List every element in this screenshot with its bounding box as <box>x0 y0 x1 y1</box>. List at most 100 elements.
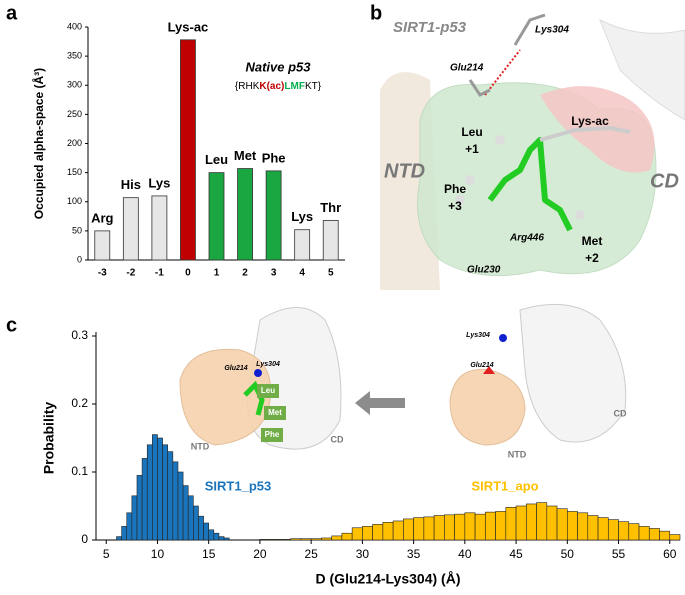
histogram-bar <box>433 515 445 541</box>
x-tick-label: 60 <box>663 547 677 561</box>
structure-c-art <box>179 303 627 450</box>
histogram-bar <box>141 458 148 541</box>
histogram-bar <box>577 512 589 541</box>
bar-label: Phe <box>262 150 286 165</box>
histogram-bar <box>213 532 220 541</box>
histogram-bar <box>515 505 527 541</box>
residue-box <box>261 428 283 442</box>
structure-b-art <box>380 13 685 290</box>
sequence-part: LMF <box>284 81 305 92</box>
bar <box>151 195 168 261</box>
bar <box>94 230 111 261</box>
y-tick-label: 0.3 <box>71 328 88 342</box>
inset-label: Lys304 <box>256 361 280 368</box>
histogram-bar <box>157 437 163 541</box>
x-tick-label: -2 <box>126 268 135 279</box>
histogram-bar <box>618 521 630 541</box>
histogram-bar <box>121 526 128 541</box>
inset-label: Leu <box>261 386 275 395</box>
inset-label: Glu214 <box>470 362 493 369</box>
x-tick-label: 1 <box>214 268 220 279</box>
x-tick-label: 50 <box>561 547 575 561</box>
histogram-bar <box>423 516 435 541</box>
structure-label: CD <box>650 170 679 192</box>
structure-label: Leu <box>461 125 482 139</box>
y-tick-label: 300 <box>67 80 82 90</box>
structure-label: SIRT1-p53 <box>393 19 467 36</box>
y-tick-label: 350 <box>67 51 82 61</box>
bar <box>322 219 339 261</box>
histogram-bar <box>546 505 558 541</box>
bar-label: Met <box>234 148 257 163</box>
x-tick-label: 5 <box>328 268 334 279</box>
histogram-bar <box>485 511 496 541</box>
x-tick-label: 2 <box>242 268 248 279</box>
histogram-bar <box>587 515 599 541</box>
panel-label: b <box>370 2 382 24</box>
y-tick-label: 0.2 <box>71 396 88 410</box>
structure-label: +2 <box>585 251 599 265</box>
x-tick-label: 55 <box>612 547 626 561</box>
histogram-bar <box>131 495 138 541</box>
x-tick-label: 5 <box>103 547 110 561</box>
structure-label: Lys-ac <box>571 114 609 128</box>
histogram-bar <box>187 495 194 541</box>
histogram-bar <box>351 527 363 541</box>
x-tick-label: -3 <box>98 268 107 279</box>
x-tick-label: 20 <box>253 547 267 561</box>
histogram-bar <box>505 507 517 541</box>
histogram-bar <box>556 508 568 541</box>
y-tick-label: 50 <box>72 225 82 235</box>
inset-label: Lys304 <box>466 332 490 339</box>
structure-label: Met <box>582 234 603 248</box>
inset-label: Phe <box>265 430 280 439</box>
histogram-bar <box>126 512 133 541</box>
y-tick-label: 200 <box>67 138 82 148</box>
y-tick-label: 0.1 <box>71 464 88 478</box>
y-tick-label: 0 <box>81 532 88 546</box>
histogram-bar <box>182 485 189 541</box>
histogram-bar <box>300 538 312 541</box>
histogram-bar <box>495 511 507 541</box>
x-tick-label: 15 <box>202 547 216 561</box>
histogram-bar <box>280 539 291 541</box>
histogram-bar <box>136 475 143 541</box>
histogram-bar <box>167 451 174 541</box>
bar-label: Lys <box>148 175 170 190</box>
x-tick-label: 35 <box>407 547 421 561</box>
histogram-bar <box>146 444 153 541</box>
x-axis-label: D (Glu214-Lys304) (Å) <box>316 571 461 587</box>
histogram-bar <box>341 532 353 541</box>
sequence: {RHKK(ac)LMFKT} <box>235 81 322 92</box>
histogram-bar <box>177 471 184 541</box>
bar-label: Arg <box>91 210 113 225</box>
residue-box <box>257 384 279 398</box>
bar-label: Lys <box>291 209 313 224</box>
histogram-bar <box>362 526 373 541</box>
x-tick-label: 4 <box>299 268 305 279</box>
inset-label: CD <box>331 434 344 444</box>
histogram-bar <box>193 505 199 541</box>
y-tick-label: 100 <box>67 196 82 206</box>
y-axis-label: Occupied alpha-space (Å³) <box>31 68 46 219</box>
structure-label: Glu214 <box>450 63 484 74</box>
x-tick-label: 25 <box>304 547 318 561</box>
bar <box>237 168 253 261</box>
histogram-bar <box>597 517 609 541</box>
structure-label: +1 <box>465 142 479 156</box>
sequence-part: KT} <box>305 81 322 92</box>
histogram-bar <box>444 514 455 541</box>
chart-title: Native p53 <box>245 59 311 74</box>
bar-label: His <box>121 177 141 192</box>
histogram-bar <box>310 538 322 541</box>
histogram-bar <box>659 530 671 541</box>
x-tick-label: 40 <box>458 547 472 561</box>
histogram-bar <box>290 538 302 541</box>
histogram-bar <box>223 537 230 541</box>
y-tick-label: 400 <box>67 21 82 31</box>
inset-label: NTD <box>508 449 527 459</box>
histogram-bar <box>203 522 210 541</box>
bar <box>294 229 311 261</box>
inset-label: Glu214 <box>224 365 247 372</box>
